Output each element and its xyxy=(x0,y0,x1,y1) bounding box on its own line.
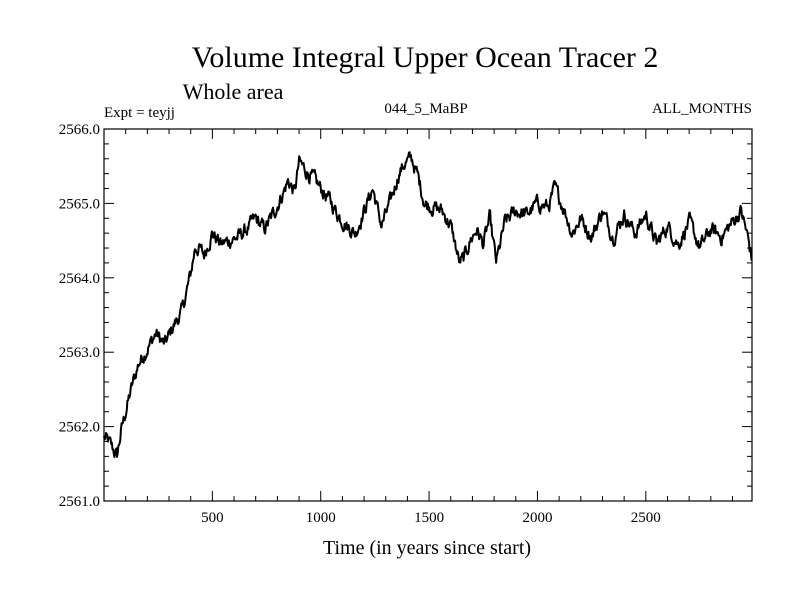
months-label: ALL_MONTHS xyxy=(652,101,752,117)
plot-frame xyxy=(103,128,753,502)
chart-subtitle: Whole area xyxy=(183,79,284,104)
x-tick-label: 2000 xyxy=(522,510,552,526)
experiment-label: Expt = teyjj xyxy=(104,105,175,121)
y-tick-label: 2563.0 xyxy=(59,345,100,361)
x-tick-label: 1000 xyxy=(306,510,336,526)
y-tick-label: 2566.0 xyxy=(59,122,100,138)
x-axis-label: Time (in years since start) xyxy=(323,537,531,559)
x-tick-label: 500 xyxy=(201,510,224,526)
series-line xyxy=(103,151,753,459)
tick-labels: 500 1000 1500 2000 2500 2561.0 2562.0 2563.0 256… xyxy=(59,122,661,526)
y-tick-label: 2561.0 xyxy=(59,494,100,510)
y-tick-label: 2562.0 xyxy=(59,420,100,436)
x-tick-label: 2500 xyxy=(631,510,661,526)
y-tick-label: 2565.0 xyxy=(59,196,100,212)
x-tick-label: 1500 xyxy=(414,510,444,526)
chart-title: Volume Integral Upper Ocean Tracer 2 xyxy=(192,41,659,74)
axis-ticks xyxy=(104,128,752,502)
y-tick-label: 2564.0 xyxy=(59,271,100,287)
period-label: 044_5_MaBP xyxy=(384,101,467,117)
